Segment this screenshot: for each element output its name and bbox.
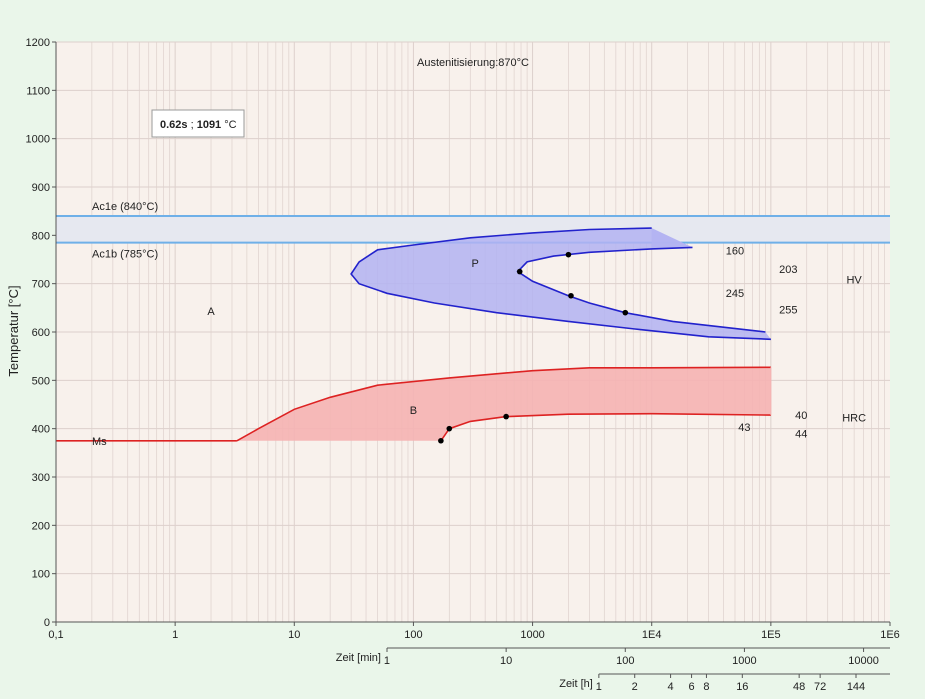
pearlite-area-tip bbox=[651, 228, 693, 249]
hours-tick-label: 6 bbox=[688, 681, 694, 693]
transformation-areas bbox=[236, 228, 771, 441]
hours-axis-label: Zeit [h] bbox=[559, 678, 593, 690]
ac1e-label: Ac1e (840°C) bbox=[92, 201, 158, 213]
data-point bbox=[516, 268, 523, 275]
x-tick-label: 0,1 bbox=[48, 629, 63, 641]
y-tick-label: 300 bbox=[32, 472, 50, 484]
ac1b-label: Ac1b (785°C) bbox=[92, 249, 158, 261]
hrc-value: 44 bbox=[795, 428, 807, 440]
hours-tick-label: 4 bbox=[668, 681, 674, 693]
readout-temp: 1091 bbox=[197, 119, 221, 131]
hours-tick-label: 8 bbox=[703, 681, 709, 693]
y-tick-label: 500 bbox=[32, 375, 50, 387]
bainite-start-line bbox=[236, 366, 771, 442]
pearlite-start-line bbox=[350, 227, 771, 341]
data-point bbox=[568, 292, 574, 299]
data-point bbox=[438, 437, 444, 444]
x-tick-label: 1E6 bbox=[880, 629, 900, 641]
hrc-value: 43 bbox=[738, 422, 750, 434]
x-tick-label: 1 bbox=[172, 629, 178, 641]
hours-tick-label: 144 bbox=[847, 681, 865, 693]
svg-text:0.62s ; 1091 °C: 0.62s ; 1091 °C bbox=[160, 119, 237, 131]
pearlite-area bbox=[351, 228, 771, 340]
hours-tick-label: 16 bbox=[736, 681, 748, 693]
hv-value: 245 bbox=[726, 288, 744, 300]
y-tick-label: 1200 bbox=[26, 37, 50, 49]
pearlite-finish-line bbox=[516, 246, 766, 333]
minutes-tick-label: 10 bbox=[500, 655, 512, 667]
data-point bbox=[565, 251, 572, 258]
minutes-tick-label: 100 bbox=[616, 655, 634, 667]
data-points bbox=[438, 251, 629, 444]
y-tick-label: 0 bbox=[44, 617, 50, 629]
chart-title: Austenitisierung:870°C bbox=[417, 57, 529, 69]
minutes-tick-label: 1000 bbox=[732, 655, 756, 667]
x-tick-label: 100 bbox=[404, 629, 422, 641]
readout-time: 0.62s bbox=[160, 119, 188, 131]
hours-tick-label: 72 bbox=[814, 681, 826, 693]
hv-unit: HV bbox=[846, 275, 862, 287]
data-point bbox=[622, 309, 629, 316]
hours-tick-label: 48 bbox=[793, 681, 805, 693]
y-axis-label: Temperatur [°C] bbox=[6, 285, 21, 376]
readout-box: 0.62s ; 1091 °C bbox=[151, 109, 245, 138]
readout-unit: °C bbox=[221, 119, 236, 131]
hours-tick-label: 2 bbox=[632, 681, 638, 693]
hrc-value: 40 bbox=[795, 410, 807, 422]
labels: Ac1e (840°C) Ac1b (785°C) Ms A P B 160 203 245 25… bbox=[92, 201, 866, 448]
region-label: A bbox=[207, 306, 215, 318]
hrc-unit: HRC bbox=[842, 412, 866, 424]
minutes-axis-label: Zeit [min] bbox=[336, 652, 381, 664]
y-tick-label: 700 bbox=[32, 279, 50, 291]
x-tick-label: 1E4 bbox=[642, 629, 662, 641]
x-tick-label: 1E5 bbox=[761, 629, 781, 641]
x-tick-label: 1000 bbox=[520, 629, 544, 641]
region-label: P bbox=[472, 258, 479, 270]
axes: 0100200300400500600700800900100011001200… bbox=[26, 37, 900, 693]
y-tick-label: 1000 bbox=[26, 134, 50, 146]
y-tick-label: 400 bbox=[32, 424, 50, 436]
y-tick-label: 900 bbox=[32, 182, 50, 194]
bainite-area bbox=[236, 367, 771, 441]
data-point bbox=[503, 413, 509, 420]
x-tick-label: 10 bbox=[288, 629, 300, 641]
y-tick-label: 200 bbox=[32, 520, 50, 532]
hv-value: 160 bbox=[726, 246, 744, 258]
readout-sep: ; bbox=[188, 119, 197, 131]
region-label: B bbox=[410, 405, 417, 417]
hours-tick-label: 1 bbox=[596, 681, 602, 693]
y-tick-label: 600 bbox=[32, 327, 50, 339]
minutes-tick-label: 10000 bbox=[848, 655, 879, 667]
hv-value: 255 bbox=[779, 305, 797, 317]
y-tick-label: 100 bbox=[32, 569, 50, 581]
data-point bbox=[446, 425, 453, 432]
ms-label: Ms bbox=[92, 436, 107, 448]
minutes-tick-label: 1 bbox=[384, 655, 390, 667]
y-tick-label: 1100 bbox=[26, 85, 50, 97]
hv-value: 203 bbox=[779, 264, 797, 276]
y-tick-label: 800 bbox=[32, 230, 50, 242]
